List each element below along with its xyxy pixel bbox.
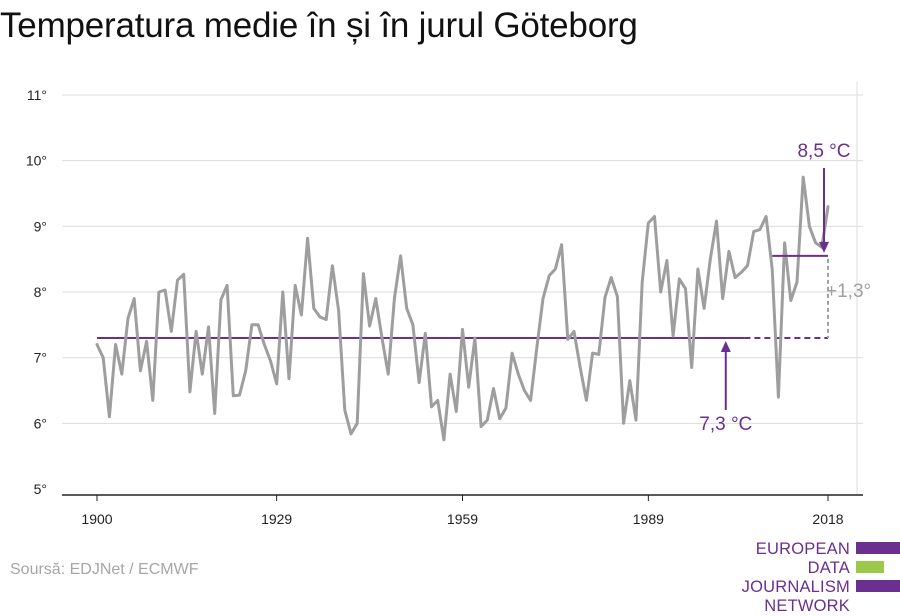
logo-bar-purple-bottom: [856, 580, 900, 592]
logo-bar-purple-top: [856, 542, 900, 554]
logo-bar-green: [856, 561, 884, 573]
y-tick-label: 11°: [27, 87, 47, 103]
grid-lines: [62, 82, 863, 495]
x-tick-label: 2018: [812, 511, 843, 527]
temperature-series: [95, 175, 830, 442]
annotations: 7,3 °C 8,5 °C +1,3°: [699, 141, 871, 435]
x-tick-label: 1929: [261, 511, 292, 527]
temperature-line: [95, 175, 830, 442]
axes: 5° 6° 7° 8° 9° 10° 11° 1900 1929 1959 1989 2018: [26, 87, 863, 527]
y-tick-label: 6°: [34, 415, 47, 431]
temperature-chart: 5° 6° 7° 8° 9° 10° 11° 1900 1929 1959 1989 2018 7,3…: [26, 82, 871, 527]
x-tick-label: 1900: [81, 511, 112, 527]
baseline-value-label: 7,3 °C: [699, 414, 752, 435]
y-tick-label: 7°: [34, 350, 47, 366]
recent-arrow-head: [819, 241, 829, 253]
delta-label: +1,3°: [826, 281, 871, 302]
chart-title: Temperatura medie în și în jurul Götebor…: [0, 6, 638, 45]
y-tick-label: 10°: [26, 153, 47, 169]
x-tick-label: 1959: [447, 511, 478, 527]
y-tick-label: 8°: [34, 284, 47, 300]
x-tick-label: 1989: [633, 511, 664, 527]
source-note: Soursă: EDJNet / ECMWF: [10, 561, 199, 578]
logo-line-1: EUROPEAN: [755, 540, 850, 558]
edjnet-logo: EUROPEAN DATA JOURNALISM NETWORK: [700, 540, 900, 615]
y-tick-label: 5°: [34, 481, 47, 497]
logo-text: EUROPEAN DATA JOURNALISM NETWORK: [700, 540, 850, 616]
baseline-arrow-head: [720, 340, 731, 352]
logo-line-2: DATA JOURNALISM: [741, 559, 850, 596]
recent-value-label: 8,5 °C: [797, 141, 850, 162]
y-tick-label: 9°: [34, 218, 47, 234]
